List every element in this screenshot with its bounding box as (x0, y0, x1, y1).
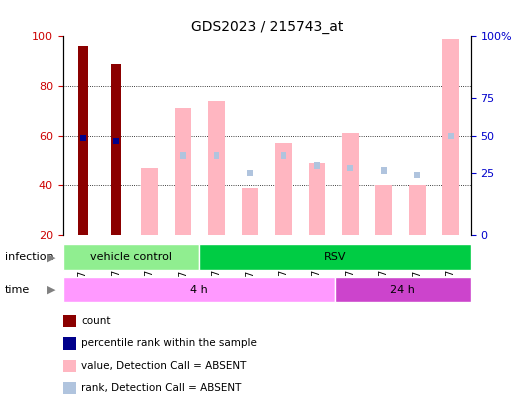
Bar (111, 64, 121, 235)
Text: value, Detection Call = ABSENT: value, Detection Call = ABSENT (81, 361, 246, 371)
Bar (113, 138, 119, 144)
Text: ▶: ▶ (47, 285, 55, 294)
Bar (141, 168, 158, 235)
Bar (314, 162, 320, 168)
Bar (376, 185, 392, 235)
Bar (381, 167, 386, 173)
Text: rank, Detection Call = ABSENT: rank, Detection Call = ABSENT (81, 383, 242, 393)
FancyBboxPatch shape (335, 277, 471, 302)
Bar (275, 143, 292, 235)
Title: GDS2023 / 215743_at: GDS2023 / 215743_at (190, 20, 343, 34)
Bar (247, 170, 253, 176)
Bar (242, 188, 258, 235)
Bar (442, 39, 459, 235)
Text: ▶: ▶ (47, 252, 55, 262)
Bar (208, 101, 225, 235)
Bar (414, 172, 420, 179)
Bar (280, 152, 287, 159)
Text: 24 h: 24 h (390, 285, 415, 294)
Bar (78, 47, 88, 235)
FancyBboxPatch shape (63, 277, 335, 302)
FancyBboxPatch shape (63, 244, 199, 270)
Bar (214, 152, 220, 159)
Text: vehicle control: vehicle control (90, 252, 172, 262)
FancyBboxPatch shape (199, 244, 471, 270)
Bar (80, 135, 86, 141)
Text: count: count (81, 316, 110, 326)
Bar (342, 133, 359, 235)
Text: RSV: RSV (323, 252, 346, 262)
Bar (347, 165, 353, 171)
Text: 4 h: 4 h (190, 285, 208, 294)
Bar (180, 152, 186, 159)
Bar (309, 163, 325, 235)
Bar (448, 132, 453, 139)
Text: percentile rank within the sample: percentile rank within the sample (81, 339, 257, 348)
Bar (409, 185, 426, 235)
Text: time: time (5, 285, 30, 294)
Text: infection: infection (5, 252, 54, 262)
Bar (175, 109, 191, 235)
